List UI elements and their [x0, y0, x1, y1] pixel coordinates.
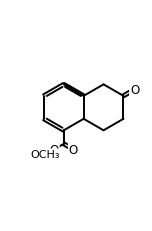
Text: O: O: [69, 143, 78, 156]
Text: O: O: [49, 143, 59, 156]
Text: O: O: [130, 83, 139, 97]
Text: OCH₃: OCH₃: [31, 150, 60, 160]
